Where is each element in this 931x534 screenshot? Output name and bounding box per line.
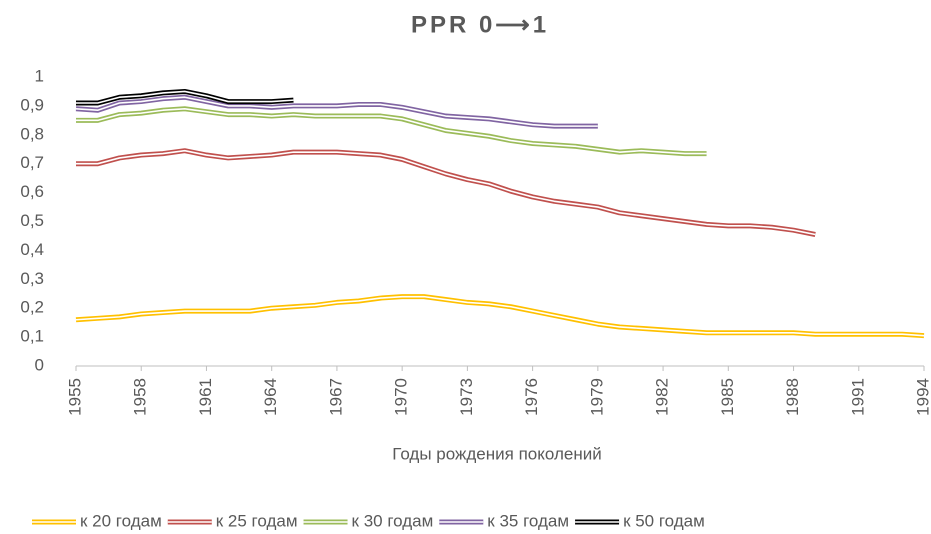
x-tick-label: 1988 — [783, 378, 802, 416]
legend-label: к 25 годам — [216, 511, 298, 530]
y-tick-label: 0,1 — [20, 327, 44, 346]
series-line — [75, 294, 925, 339]
x-tick-label: 1955 — [65, 378, 84, 416]
x-tick-label: 1985 — [718, 378, 737, 416]
legend-label: к 20 годам — [80, 511, 162, 530]
series-line — [76, 106, 707, 157]
x-tick-label: 1964 — [261, 378, 280, 416]
x-tick-label: 1982 — [653, 378, 672, 416]
legend-label: к 30 годам — [352, 511, 434, 530]
series-line-core — [76, 149, 816, 236]
y-tick-label: 0,6 — [20, 182, 44, 201]
y-tick-label: 0 — [35, 355, 44, 374]
x-tick-label: 1994 — [913, 378, 931, 416]
series-line-core — [76, 107, 707, 155]
series-line-core — [76, 90, 294, 104]
x-tick-label: 1970 — [392, 378, 411, 416]
y-tick-label: 0,8 — [20, 124, 44, 143]
y-tick-label: 0,2 — [20, 298, 44, 317]
series-line-core — [75, 295, 925, 337]
y-tick-label: 1 — [35, 66, 44, 85]
y-tick-label: 0,9 — [20, 95, 44, 114]
x-tick-label: 1967 — [326, 378, 345, 416]
y-tick-label: 0,3 — [20, 269, 44, 288]
x-tick-label: 1976 — [522, 378, 541, 416]
chart-title: PPR 0⟶1 — [411, 11, 549, 38]
legend-label: к 35 годам — [487, 511, 569, 530]
x-tick-label: 1958 — [131, 378, 150, 416]
x-axis-title: Годы рождения поколений — [392, 444, 601, 463]
x-tick-label: 1979 — [587, 378, 606, 416]
x-tick-label: 1991 — [848, 378, 867, 416]
legend-label: к 50 годам — [623, 511, 705, 530]
series-line — [76, 148, 816, 237]
x-tick-label: 1973 — [457, 378, 476, 416]
series-line-core — [75, 96, 598, 127]
y-tick-label: 0,4 — [20, 240, 44, 259]
x-tick-label: 1961 — [196, 378, 215, 416]
y-tick-label: 0,5 — [20, 211, 44, 230]
y-tick-label: 0,7 — [20, 153, 44, 172]
